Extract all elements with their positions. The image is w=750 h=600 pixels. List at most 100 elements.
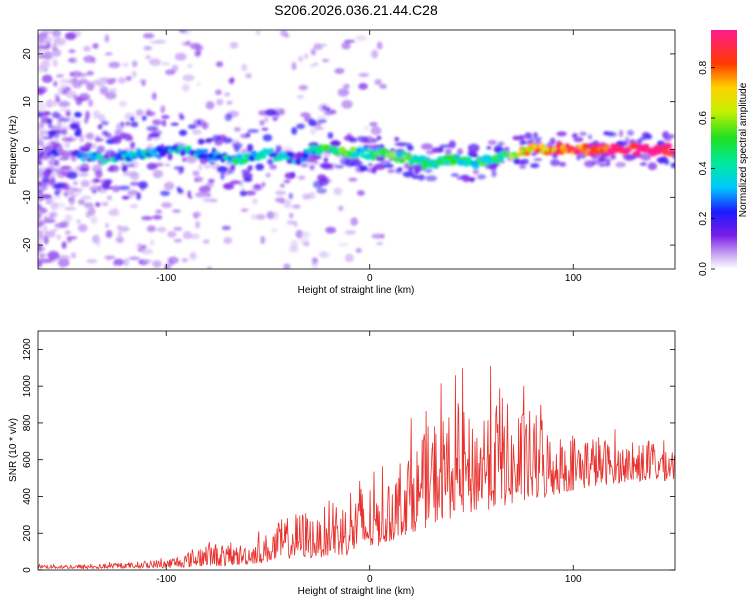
noise-cell — [38, 250, 42, 255]
spectral-cell — [74, 111, 82, 118]
x-tick-label: -100 — [156, 273, 176, 284]
spectral-cell — [323, 157, 329, 163]
ridge-cell — [200, 149, 209, 153]
spectral-cell — [412, 164, 422, 170]
noise-cell — [240, 208, 249, 212]
noise-cell — [344, 253, 354, 263]
noise-cell — [264, 116, 269, 123]
spectral-cell — [161, 115, 170, 119]
colorbar-label: Normalized spectral amplitude — [738, 82, 749, 217]
spectral-cell — [358, 165, 368, 172]
spectral-cell — [518, 159, 525, 165]
noise-cell — [122, 171, 131, 177]
noise-cell — [182, 74, 195, 82]
noise-cell — [318, 251, 331, 259]
noise-cell — [131, 60, 138, 68]
noise-cell — [290, 239, 298, 249]
spectral-cell — [92, 178, 101, 183]
ridge-cell — [449, 158, 458, 165]
spectral-cell — [92, 189, 97, 194]
noise-cell — [38, 101, 47, 110]
noise-cell — [88, 99, 94, 107]
spectral-cell — [41, 176, 50, 183]
spectral-cell — [247, 129, 260, 133]
spectral-cell — [245, 132, 251, 138]
noise-cell — [81, 195, 92, 200]
noise-cell — [38, 88, 44, 96]
noise-cell — [136, 242, 143, 251]
spectral-cell — [121, 165, 128, 173]
spectral-cell — [47, 123, 53, 129]
noise-cell — [344, 230, 356, 235]
noise-cell — [63, 190, 69, 198]
noise-cell — [64, 230, 71, 236]
spectral-cell — [319, 178, 329, 186]
spectral-cell — [78, 168, 90, 172]
spectral-cell — [69, 123, 80, 129]
noise-cell — [279, 198, 286, 204]
spectral-cell — [519, 165, 527, 169]
noise-cell — [303, 242, 310, 247]
noise-cell — [83, 45, 91, 52]
noise-cell — [297, 175, 306, 181]
ridge-cell — [154, 153, 161, 158]
noise-cell — [66, 236, 78, 240]
noise-cell — [38, 235, 43, 244]
spectral-cell — [261, 127, 269, 131]
spectral-cell — [54, 159, 60, 167]
noise-cell — [369, 122, 378, 127]
spectral-cell — [229, 180, 241, 185]
noise-cell — [126, 189, 139, 196]
noise-cell — [190, 233, 200, 240]
ridge-cell — [350, 146, 356, 152]
noise-cell — [53, 80, 58, 87]
noise-cell — [338, 205, 344, 212]
colorbar-tick-label: 0.0 — [698, 262, 709, 276]
noise-cell — [38, 68, 43, 73]
spectral-cell — [549, 137, 556, 146]
noise-cell — [95, 135, 101, 143]
noise-cell — [149, 239, 155, 246]
noise-cell — [38, 179, 43, 189]
noise-cell — [52, 228, 59, 232]
spectral-cell — [521, 139, 526, 146]
noise-cell — [56, 202, 66, 209]
spectrogram-x-axis-label: Height of straight line (km) — [298, 285, 415, 296]
spectral-cell — [42, 171, 52, 178]
noise-cell — [104, 255, 116, 259]
spectral-cell — [275, 145, 283, 152]
noise-cell — [121, 62, 129, 68]
spectrogram-heatmap — [38, 30, 675, 269]
noise-cell — [117, 77, 126, 84]
noise-cell — [38, 129, 50, 136]
noise-cell — [255, 214, 266, 220]
spectral-cell — [588, 134, 593, 140]
spectral-cell — [267, 158, 274, 165]
spectral-cell — [367, 162, 373, 167]
spectral-cell — [573, 136, 584, 143]
spectral-cell — [129, 116, 135, 122]
noise-cell — [341, 99, 353, 109]
noise-cell — [164, 263, 171, 269]
noise-cell — [310, 64, 315, 67]
noise-cell — [118, 101, 128, 107]
ridge-cell — [406, 153, 413, 161]
noise-cell — [233, 126, 241, 132]
colorbar-tick-label: 0.6 — [698, 111, 709, 125]
noise-cell — [152, 214, 163, 220]
spectral-cell — [38, 161, 43, 166]
noise-cell — [371, 233, 383, 239]
noise-cell — [90, 216, 98, 224]
spectral-cell — [74, 130, 82, 137]
ridge-cell — [581, 143, 590, 149]
spectral-cell — [261, 181, 266, 188]
noise-cell — [173, 238, 183, 243]
spectral-cell — [85, 143, 93, 149]
noise-cell — [142, 33, 155, 39]
noise-cell — [43, 216, 50, 224]
noise-cell — [73, 181, 78, 186]
noise-cell — [99, 86, 109, 95]
noise-cell — [333, 187, 343, 196]
ridge-cell — [389, 151, 397, 157]
noise-cell — [53, 35, 62, 44]
